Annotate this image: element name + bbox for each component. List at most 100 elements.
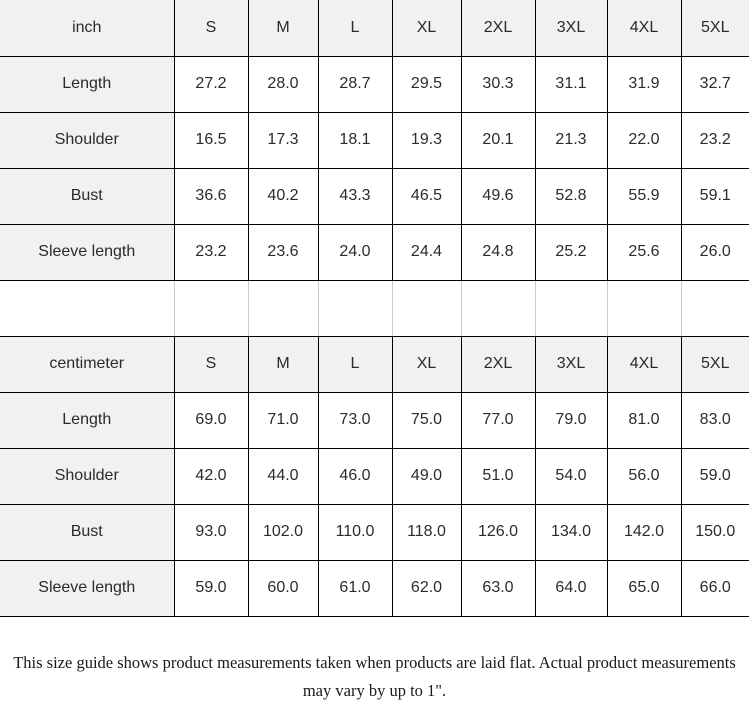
measurement-value-cell: 79.0 bbox=[534, 391, 608, 449]
measurement-value-cell: 83.0 bbox=[680, 391, 749, 449]
measurement-value-cell: 64.0 bbox=[534, 559, 608, 617]
measurement-value-cell: 59.1 bbox=[680, 167, 749, 225]
measurement-value-cell: 77.0 bbox=[460, 391, 536, 449]
measurement-label-cell: Bust bbox=[0, 167, 175, 225]
measurement-value-cell: 36.6 bbox=[173, 167, 249, 225]
measurement-value-cell: 49.0 bbox=[391, 447, 462, 505]
measurement-value-cell: 32.7 bbox=[680, 55, 749, 113]
spacer-cell bbox=[173, 279, 249, 337]
measurement-value-cell: 24.4 bbox=[391, 223, 462, 281]
measurement-value-cell: 27.2 bbox=[173, 55, 249, 113]
size-header-cell: 2XL bbox=[460, 0, 536, 57]
measurement-value-cell: 17.3 bbox=[247, 111, 319, 169]
measurement-value-cell: 110.0 bbox=[317, 503, 393, 561]
spacer-cell bbox=[247, 279, 319, 337]
measurement-value-cell: 126.0 bbox=[460, 503, 536, 561]
measurement-row: Sleeve length 59.0 60.0 61.0 62.0 63.0 64.0 65.… bbox=[0, 559, 749, 617]
measurement-value-cell: 16.5 bbox=[173, 111, 249, 169]
measurement-value-cell: 43.3 bbox=[317, 167, 393, 225]
measurement-value-cell: 63.0 bbox=[460, 559, 536, 617]
measurement-value-cell: 25.2 bbox=[534, 223, 608, 281]
size-guide: inch S M L XL 2XL 3XL 4XL 5XL Length 27.2 28.0 28.7 2… bbox=[0, 0, 749, 700]
measurement-value-cell: 24.0 bbox=[317, 223, 393, 281]
measurement-value-cell: 60.0 bbox=[247, 559, 319, 617]
measurement-value-cell: 19.3 bbox=[391, 111, 462, 169]
size-header-cell: XL bbox=[391, 0, 462, 57]
measurement-label-cell: Length bbox=[0, 55, 175, 113]
size-header-cell: 3XL bbox=[534, 0, 608, 57]
size-header-cell: L bbox=[317, 335, 393, 393]
measurement-value-cell: 66.0 bbox=[680, 559, 749, 617]
measurement-value-cell: 26.0 bbox=[680, 223, 749, 281]
measurement-value-cell: 73.0 bbox=[317, 391, 393, 449]
measurement-row: Shoulder 16.5 17.3 18.1 19.3 20.1 21.3 22.0 23.2 bbox=[0, 111, 749, 169]
measurement-label-cell: Length bbox=[0, 391, 175, 449]
spacer-cell bbox=[606, 279, 682, 337]
measurement-label-cell: Sleeve length bbox=[0, 559, 175, 617]
measurement-value-cell: 20.1 bbox=[460, 111, 536, 169]
measurement-value-cell: 81.0 bbox=[606, 391, 682, 449]
measurement-value-cell: 51.0 bbox=[460, 447, 536, 505]
measurement-value-cell: 75.0 bbox=[391, 391, 462, 449]
measurement-value-cell: 61.0 bbox=[317, 559, 393, 617]
measurement-value-cell: 46.5 bbox=[391, 167, 462, 225]
size-header-cell: XL bbox=[391, 335, 462, 393]
size-header-cell: 5XL bbox=[680, 335, 749, 393]
measurement-value-cell: 56.0 bbox=[606, 447, 682, 505]
measurement-row: Shoulder 42.0 44.0 46.0 49.0 51.0 54.0 56.0 59.0 bbox=[0, 447, 749, 505]
measurement-value-cell: 22.0 bbox=[606, 111, 682, 169]
measurement-value-cell: 55.9 bbox=[606, 167, 682, 225]
measurement-value-cell: 93.0 bbox=[173, 503, 249, 561]
measurement-value-cell: 29.5 bbox=[391, 55, 462, 113]
measurement-value-cell: 142.0 bbox=[606, 503, 682, 561]
measurement-row: Sleeve length 23.2 23.6 24.0 24.4 24.8 25.2 25.… bbox=[0, 223, 749, 281]
size-header-row: inch S M L XL 2XL 3XL 4XL 5XL bbox=[0, 0, 749, 57]
unit-label-cell: inch bbox=[0, 0, 175, 57]
measurement-value-cell: 23.2 bbox=[173, 223, 249, 281]
size-header-cell: 4XL bbox=[606, 335, 682, 393]
measurement-value-cell: 25.6 bbox=[606, 223, 682, 281]
size-header-cell: S bbox=[173, 0, 249, 57]
measurement-value-cell: 23.6 bbox=[247, 223, 319, 281]
spacer-row bbox=[0, 279, 749, 337]
measurement-value-cell: 49.6 bbox=[460, 167, 536, 225]
measurement-value-cell: 31.1 bbox=[534, 55, 608, 113]
measurement-row: Length 69.0 71.0 73.0 75.0 77.0 79.0 81.0 83.0 bbox=[0, 391, 749, 449]
measurement-value-cell: 28.0 bbox=[247, 55, 319, 113]
measurement-value-cell: 54.0 bbox=[534, 447, 608, 505]
unit-label-cell: centimeter bbox=[0, 335, 175, 393]
size-header-cell: M bbox=[247, 335, 319, 393]
measurement-value-cell: 59.0 bbox=[680, 447, 749, 505]
measurement-value-cell: 59.0 bbox=[173, 559, 249, 617]
measurement-row: Bust 93.0 102.0 110.0 118.0 126.0 134.0 142.0 15… bbox=[0, 503, 749, 561]
size-header-cell: 3XL bbox=[534, 335, 608, 393]
size-header-cell: M bbox=[247, 0, 319, 57]
measurement-value-cell: 30.3 bbox=[460, 55, 536, 113]
measurement-value-cell: 21.3 bbox=[534, 111, 608, 169]
measurement-value-cell: 71.0 bbox=[247, 391, 319, 449]
measurement-value-cell: 69.0 bbox=[173, 391, 249, 449]
measurement-value-cell: 46.0 bbox=[317, 447, 393, 505]
measurement-value-cell: 62.0 bbox=[391, 559, 462, 617]
measurement-value-cell: 134.0 bbox=[534, 503, 608, 561]
size-header-cell: 5XL bbox=[680, 0, 749, 57]
measurement-label-cell: Shoulder bbox=[0, 447, 175, 505]
measurement-value-cell: 102.0 bbox=[247, 503, 319, 561]
measurement-value-cell: 150.0 bbox=[680, 503, 749, 561]
measurement-value-cell: 24.8 bbox=[460, 223, 536, 281]
measurement-value-cell: 31.9 bbox=[606, 55, 682, 113]
size-guide-table: inch S M L XL 2XL 3XL 4XL 5XL Length 27.2 28.0 28.7 2… bbox=[0, 0, 749, 617]
size-header-cell: 2XL bbox=[460, 335, 536, 393]
spacer-cell bbox=[391, 279, 462, 337]
size-header-cell: L bbox=[317, 0, 393, 57]
measurement-label-cell: Bust bbox=[0, 503, 175, 561]
measurement-label-cell: Shoulder bbox=[0, 111, 175, 169]
measurement-row: Bust 36.6 40.2 43.3 46.5 49.6 52.8 55.9 59.1 bbox=[0, 167, 749, 225]
measurement-label-cell: Sleeve length bbox=[0, 223, 175, 281]
measurement-value-cell: 65.0 bbox=[606, 559, 682, 617]
measurement-row: Length 27.2 28.0 28.7 29.5 30.3 31.1 31.9 32.7 bbox=[0, 55, 749, 113]
spacer-cell bbox=[0, 279, 175, 337]
measurement-value-cell: 18.1 bbox=[317, 111, 393, 169]
measurement-value-cell: 42.0 bbox=[173, 447, 249, 505]
size-header-cell: S bbox=[173, 335, 249, 393]
